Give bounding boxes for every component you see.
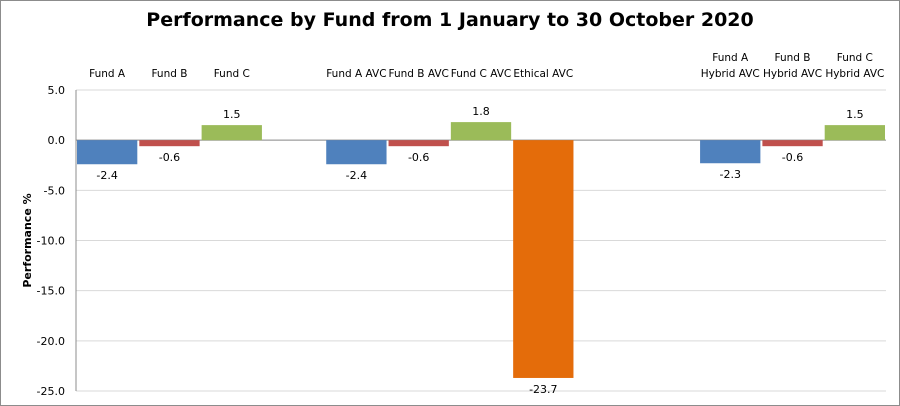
category-label: Fund A	[89, 68, 126, 80]
category-label: Ethical AVC	[513, 68, 573, 80]
bar-value-label: 1.5	[223, 108, 241, 121]
bar-value-label: -23.7	[529, 383, 557, 396]
y-tick-label: -20.0	[37, 335, 65, 348]
bar-value-label: 1.8	[472, 105, 490, 118]
y-tick-label: 5.0	[48, 84, 66, 97]
bar-value-label: -0.6	[159, 151, 180, 164]
bar-value-label: -2.3	[719, 168, 740, 181]
bar-value-label: -0.6	[782, 151, 803, 164]
bar	[77, 140, 138, 165]
category-label: Fund B	[151, 68, 187, 80]
bar	[326, 140, 387, 165]
bar-value-label: 1.5	[846, 108, 864, 121]
bar	[388, 140, 449, 147]
bar-value-label: -2.4	[346, 169, 367, 182]
y-tick-label: -10.0	[37, 235, 65, 248]
category-label: Fund A	[712, 52, 749, 64]
y-axis-title: Performance %	[21, 193, 34, 287]
bar	[450, 122, 512, 141]
category-label: Fund C	[214, 68, 250, 80]
bar	[824, 125, 885, 141]
bar-value-label: -2.4	[96, 169, 117, 182]
bar	[139, 140, 200, 147]
y-tick-label: -25.0	[37, 385, 65, 398]
y-tick-label: -5.0	[44, 184, 65, 197]
category-label: Fund C	[837, 52, 873, 64]
category-label: Hybrid AVC	[825, 68, 884, 80]
bar	[513, 140, 574, 378]
bar	[762, 140, 823, 147]
y-tick-label: -15.0	[37, 285, 65, 298]
category-label: Fund A AVC	[326, 68, 386, 80]
category-label: Hybrid AVC	[701, 68, 760, 80]
category-label: Fund B	[775, 52, 811, 64]
category-label: Fund C AVC	[451, 68, 511, 80]
bar	[201, 125, 262, 141]
y-tick-label: 0.0	[48, 134, 66, 147]
bar	[700, 140, 761, 164]
category-label: Fund B AVC	[389, 68, 449, 80]
chart-title: Performance by Fund from 1 January to 30…	[146, 9, 754, 31]
category-label: Hybrid AVC	[763, 68, 822, 80]
bar-value-label: -0.6	[408, 151, 429, 164]
